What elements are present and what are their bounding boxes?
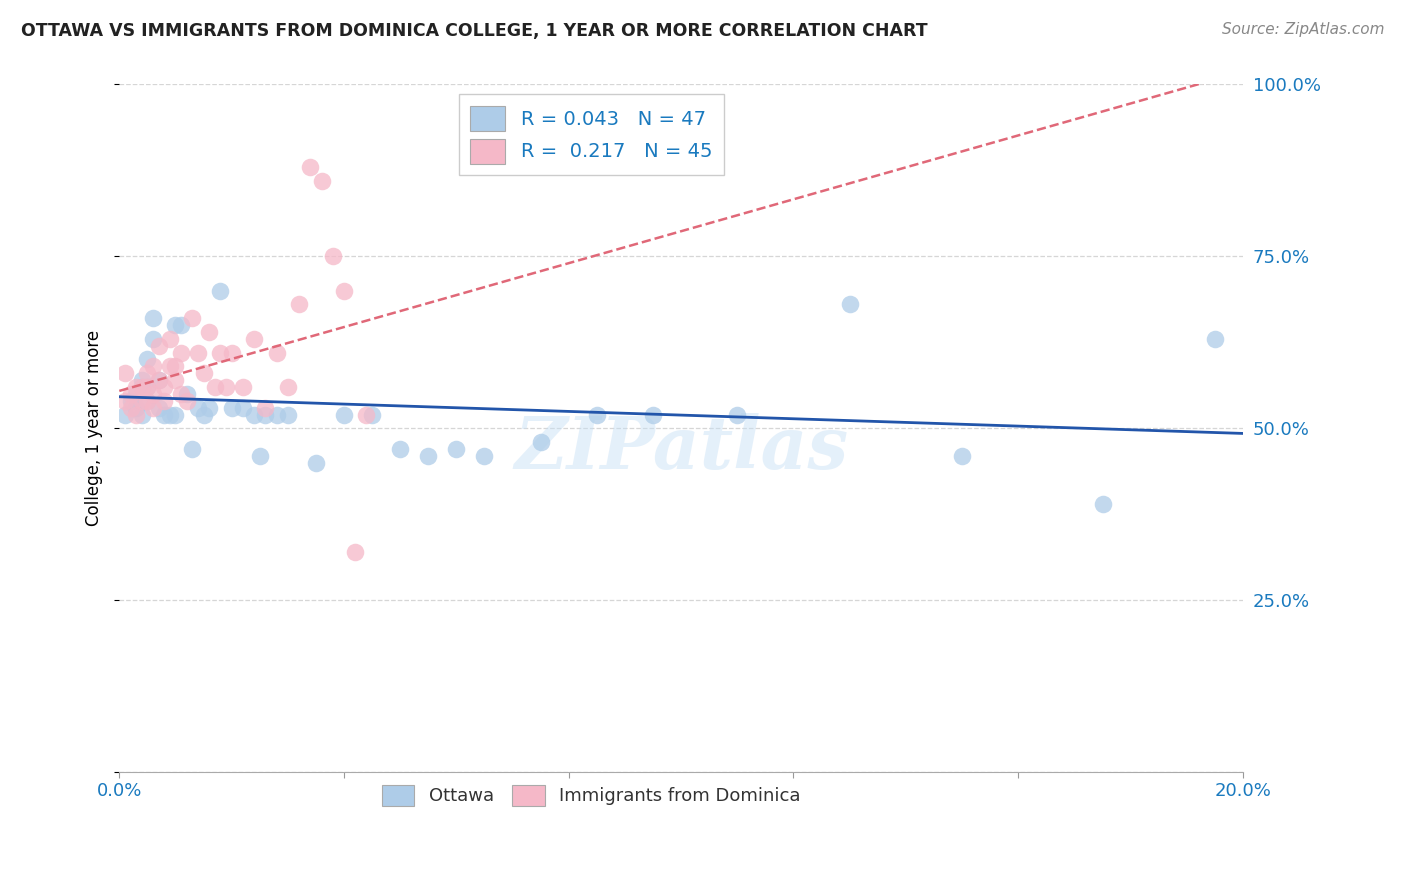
Point xyxy=(159,359,181,374)
Point xyxy=(641,408,664,422)
Point xyxy=(266,408,288,422)
Point xyxy=(165,359,187,374)
Point xyxy=(243,408,266,422)
Point xyxy=(148,401,170,415)
Point xyxy=(142,332,165,346)
Point xyxy=(153,393,176,408)
Point xyxy=(344,545,367,559)
Point xyxy=(125,408,148,422)
Point xyxy=(142,359,165,374)
Point xyxy=(165,408,187,422)
Point xyxy=(136,352,159,367)
Point xyxy=(170,318,193,332)
Point xyxy=(176,387,198,401)
Text: ZIPatlas: ZIPatlas xyxy=(515,413,848,484)
Point xyxy=(136,393,159,408)
Point xyxy=(125,387,148,401)
Point xyxy=(125,380,148,394)
Point xyxy=(187,345,209,359)
Point xyxy=(131,380,153,394)
Point xyxy=(389,442,412,456)
Point xyxy=(153,408,176,422)
Point xyxy=(586,408,609,422)
Point xyxy=(209,284,232,298)
Point xyxy=(254,401,277,415)
Point xyxy=(136,366,159,380)
Point xyxy=(142,401,165,415)
Point xyxy=(418,449,440,463)
Point xyxy=(131,373,153,387)
Point xyxy=(1091,497,1114,511)
Point xyxy=(142,311,165,326)
Point xyxy=(148,373,170,387)
Point xyxy=(474,449,496,463)
Point xyxy=(159,408,181,422)
Point xyxy=(333,408,356,422)
Point xyxy=(221,345,243,359)
Point xyxy=(530,435,553,450)
Point xyxy=(148,339,170,353)
Point xyxy=(165,373,187,387)
Point xyxy=(136,380,159,394)
Legend: Ottawa, Immigrants from Dominica: Ottawa, Immigrants from Dominica xyxy=(373,776,810,814)
Point xyxy=(120,401,142,415)
Point xyxy=(170,387,193,401)
Point xyxy=(1204,332,1226,346)
Text: Source: ZipAtlas.com: Source: ZipAtlas.com xyxy=(1222,22,1385,37)
Point xyxy=(148,373,170,387)
Point xyxy=(249,449,271,463)
Point xyxy=(159,332,181,346)
Y-axis label: College, 1 year or more: College, 1 year or more xyxy=(86,330,103,526)
Text: OTTAWA VS IMMIGRANTS FROM DOMINICA COLLEGE, 1 YEAR OR MORE CORRELATION CHART: OTTAWA VS IMMIGRANTS FROM DOMINICA COLLE… xyxy=(21,22,928,40)
Point xyxy=(333,284,356,298)
Point xyxy=(198,325,221,339)
Point xyxy=(215,380,238,394)
Point xyxy=(114,408,136,422)
Point xyxy=(277,408,299,422)
Point xyxy=(193,366,215,380)
Point xyxy=(221,401,243,415)
Point xyxy=(198,401,221,415)
Point xyxy=(120,387,142,401)
Point xyxy=(187,401,209,415)
Point xyxy=(131,393,153,408)
Point xyxy=(322,249,344,263)
Point xyxy=(838,297,860,311)
Point xyxy=(950,449,973,463)
Point xyxy=(232,380,254,394)
Point xyxy=(356,408,378,422)
Point xyxy=(142,387,165,401)
Point xyxy=(277,380,299,394)
Point xyxy=(266,345,288,359)
Point xyxy=(232,401,254,415)
Point xyxy=(725,408,748,422)
Point xyxy=(181,442,204,456)
Point xyxy=(176,393,198,408)
Point xyxy=(170,345,193,359)
Point xyxy=(288,297,311,311)
Point xyxy=(193,408,215,422)
Point xyxy=(181,311,204,326)
Point xyxy=(136,380,159,394)
Point xyxy=(114,393,136,408)
Point xyxy=(131,408,153,422)
Point xyxy=(254,408,277,422)
Point xyxy=(165,318,187,332)
Point xyxy=(446,442,468,456)
Point xyxy=(136,393,159,408)
Point xyxy=(243,332,266,346)
Point xyxy=(114,366,136,380)
Point xyxy=(299,160,322,174)
Point xyxy=(131,380,153,394)
Point xyxy=(209,345,232,359)
Point xyxy=(204,380,226,394)
Point xyxy=(305,456,328,470)
Point xyxy=(153,380,176,394)
Point xyxy=(361,408,384,422)
Point xyxy=(311,174,333,188)
Point xyxy=(125,401,148,415)
Point xyxy=(120,393,142,408)
